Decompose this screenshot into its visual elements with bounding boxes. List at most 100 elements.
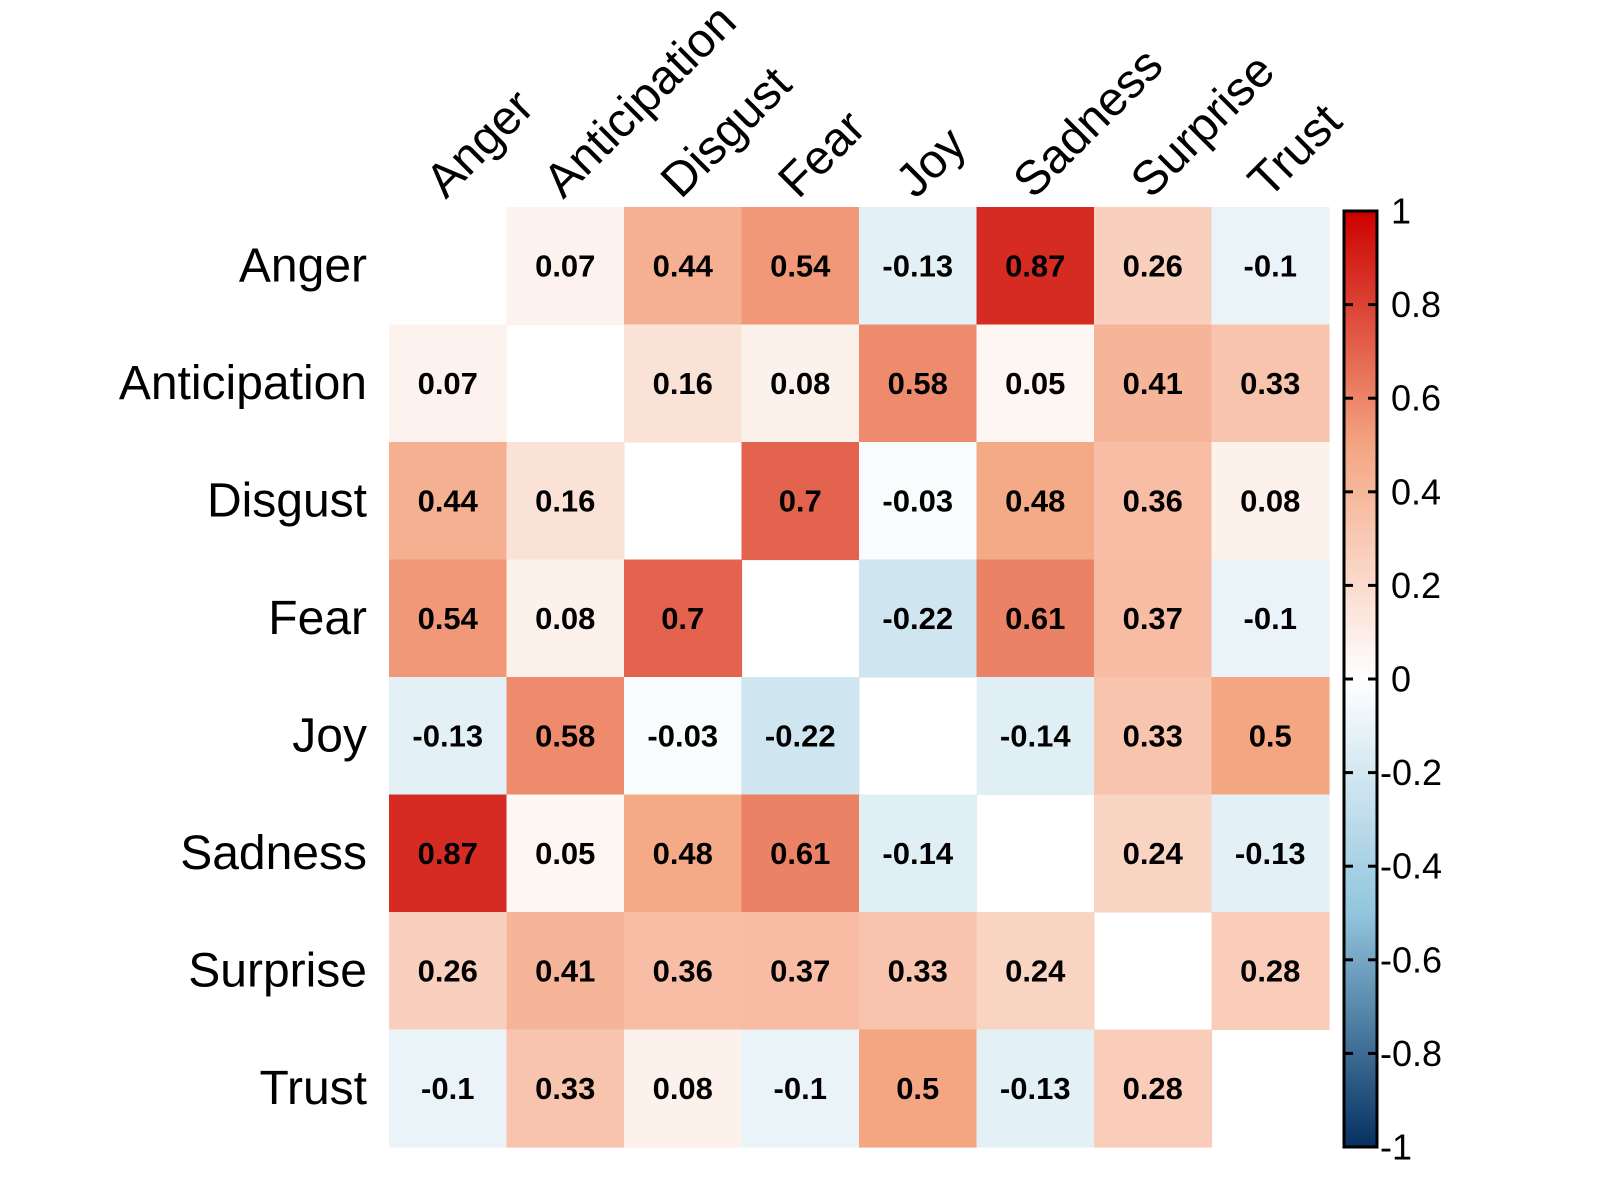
cell-value-label: -0.03: [882, 483, 953, 518]
row-label-anger: Anger: [239, 239, 367, 292]
cell-value-label: 0.48: [1005, 483, 1065, 518]
row-label-fear: Fear: [268, 592, 367, 645]
heatmap-cell: [624, 912, 743, 1031]
row-label-trust: Trust: [259, 1062, 367, 1115]
colorbar-tick-label: -1: [1380, 1127, 1412, 1168]
heatmap-cell: [976, 324, 1095, 443]
heatmap-cell: [741, 1029, 860, 1148]
heatmap-cell: [389, 912, 508, 1031]
heatmap-cell: [741, 442, 860, 561]
heatmap-cell: [506, 207, 625, 326]
heatmap-cell: [1211, 207, 1330, 326]
cell-value-label: 0.87: [418, 836, 478, 871]
cell-value-label: 0.24: [1005, 953, 1066, 988]
heatmap-cell: [1094, 794, 1213, 913]
cell-value-label: 0.28: [1123, 1071, 1183, 1106]
cell-value-label: -0.13: [1235, 836, 1306, 871]
heatmap-cell: [859, 1029, 978, 1148]
cell-value-label: 0.08: [653, 1071, 713, 1106]
cell-value-label: 0.54: [418, 601, 479, 636]
heatmap-cell: [741, 677, 860, 796]
cell-value-label: -0.13: [1000, 1071, 1071, 1106]
heatmap-cell: [506, 1029, 625, 1148]
heatmap-cell: [624, 1029, 743, 1148]
cell-value-label: 0.08: [770, 366, 830, 401]
cell-value-label: 0.48: [653, 836, 713, 871]
heatmap-cell: [624, 677, 743, 796]
heatmap-cell: [1094, 324, 1213, 443]
heatmap-cell: [1094, 559, 1213, 678]
cell-value-label: 0.5: [896, 1071, 939, 1106]
cell-value-label: 0.36: [1123, 483, 1183, 518]
heatmap-cell: [1094, 442, 1213, 561]
heatmap-cell: [741, 324, 860, 443]
cell-value-label: 0.33: [1240, 366, 1300, 401]
cell-value-label: 0.41: [535, 953, 595, 988]
cell-value-label: 0.26: [1123, 248, 1183, 283]
heatmap-cell: [389, 559, 508, 678]
row-label-sadness: Sadness: [180, 827, 367, 880]
cell-value-label: 0.36: [653, 953, 713, 988]
heatmap-cell: [506, 559, 625, 678]
cell-value-label: 0.28: [1240, 953, 1300, 988]
heatmap-cell: [1211, 677, 1330, 796]
col-label-fear: Fear: [769, 101, 876, 208]
heatmap-cells: 0.07 0.44 0.54 -0.13 0.87 0.26 -0.1 0.07 0.16 0.0…: [389, 207, 1330, 1148]
heatmap-cell: [389, 794, 508, 913]
cell-value-label: 0.44: [653, 248, 714, 283]
cell-value-label: 0.87: [1005, 248, 1065, 283]
heatmap-cell: [1211, 324, 1330, 443]
cell-value-label: -0.14: [1000, 718, 1071, 753]
heatmap-cell: [1211, 559, 1330, 678]
cell-value-label: 0.05: [1005, 366, 1065, 401]
colorbar-tick-label: -0.8: [1380, 1033, 1442, 1074]
heatmap-cell: [741, 207, 860, 326]
heatmap-cell: [859, 207, 978, 326]
cell-value-label: -0.22: [882, 601, 953, 636]
heatmap-cell: [389, 677, 508, 796]
cell-value-label: 0.54: [770, 248, 831, 283]
cell-value-label: 0.05: [535, 836, 595, 871]
heatmap-cell: [859, 442, 978, 561]
heatmap-cell: [389, 324, 508, 443]
heatmap-cell: [506, 442, 625, 561]
row-label-joy: Joy: [292, 709, 367, 762]
colorbar-tick-label: 0.4: [1391, 471, 1441, 512]
heatmap-cell: [859, 794, 978, 913]
heatmap-cell: [741, 794, 860, 913]
cell-value-label: 0.08: [535, 601, 595, 636]
row-label-surprise: Surprise: [188, 944, 367, 997]
heatmap-cell: [506, 677, 625, 796]
cell-value-label: 0.16: [653, 366, 713, 401]
colorbar-tick-label: 1: [1391, 191, 1411, 232]
heatmap-cell: [976, 677, 1095, 796]
cell-value-label: -0.1: [1244, 248, 1297, 283]
cell-value-label: 0.44: [418, 483, 479, 518]
colorbar-tick-label: 0: [1391, 659, 1411, 700]
cell-value-label: -0.1: [421, 1071, 474, 1106]
heatmap-cell: [1094, 677, 1213, 796]
col-label-trust: Trust: [1239, 94, 1353, 208]
cell-value-label: 0.5: [1249, 718, 1292, 753]
heatmap-cell: [624, 207, 743, 326]
heatmap-cell: [859, 324, 978, 443]
cell-value-label: 0.07: [535, 248, 595, 283]
row-label-disgust: Disgust: [207, 474, 367, 527]
colorbar-tick-label: 0.6: [1391, 378, 1441, 419]
heatmap-cell: [1211, 794, 1330, 913]
heatmap-cell: [389, 442, 508, 561]
cell-value-label: 0.7: [661, 601, 704, 636]
cell-value-label: 0.07: [418, 366, 478, 401]
cell-value-label: 0.16: [535, 483, 595, 518]
heatmap-cell: [624, 794, 743, 913]
cell-value-label: -0.03: [647, 718, 718, 753]
cell-value-label: -0.1: [1244, 601, 1297, 636]
col-label-anger: Anger: [416, 80, 544, 208]
cell-value-label: 0.58: [888, 366, 948, 401]
col-label-joy: Joy: [886, 117, 976, 207]
heatmap-cell: [976, 1029, 1095, 1148]
cell-value-label: 0.33: [1123, 718, 1183, 753]
heatmap-cell: [506, 912, 625, 1031]
